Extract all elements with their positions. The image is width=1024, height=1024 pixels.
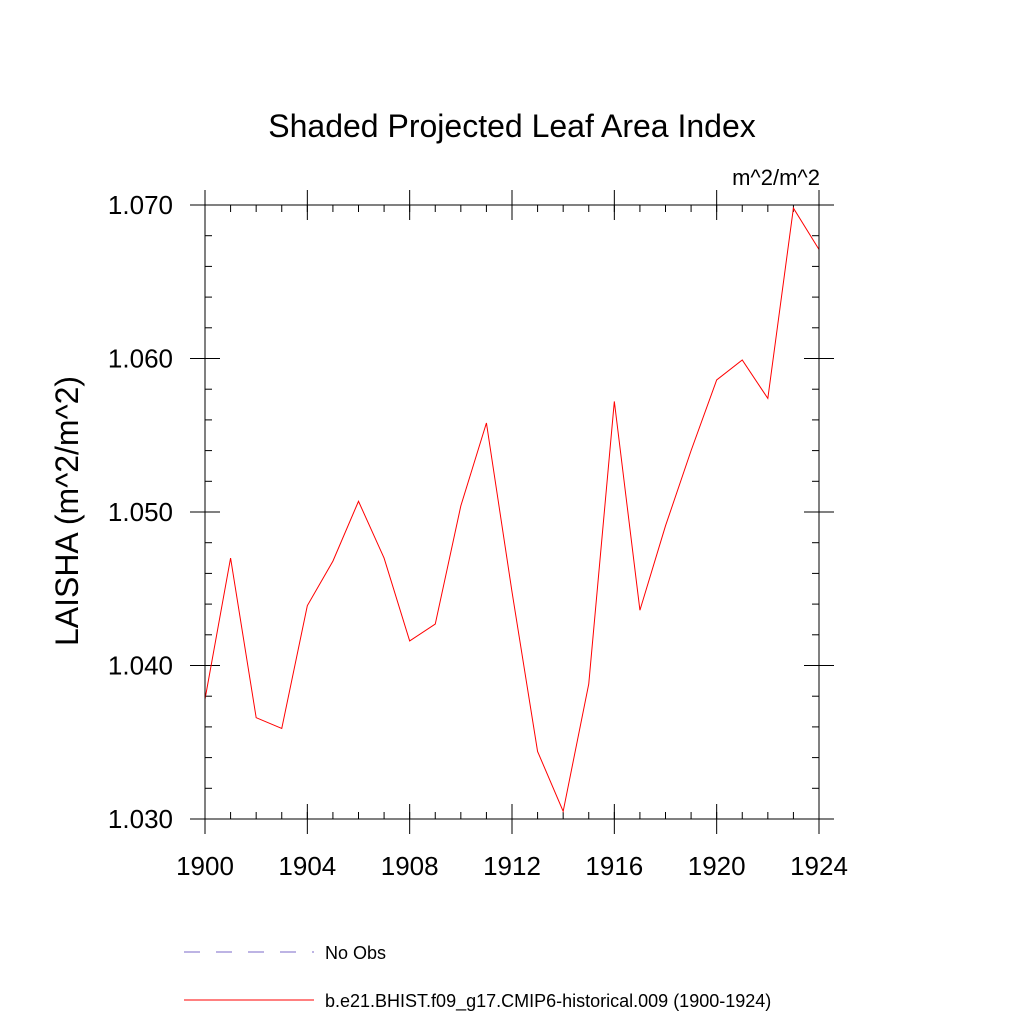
y-axis-label: LAISHA (m^2/m^2) xyxy=(49,376,85,646)
chart-title: Shaded Projected Leaf Area Index xyxy=(268,108,755,144)
y-tick-label: 1.060 xyxy=(108,344,173,374)
x-tick-labels: 1900 1904 1908 1912 1916 1920 1924 xyxy=(176,851,848,881)
x-tick-label: 1916 xyxy=(585,851,643,881)
x-tick-label: 1912 xyxy=(483,851,541,881)
legend: No Obs b.e21.BHIST.f09_g17.CMIP6-histori… xyxy=(184,943,771,1012)
minor-ticks xyxy=(204,204,820,820)
x-tick-label: 1904 xyxy=(278,851,336,881)
y-tick-labels: 1.030 1.040 1.050 1.060 1.070 xyxy=(108,190,173,834)
y-tick-label: 1.040 xyxy=(108,651,173,681)
y-tick-label: 1.030 xyxy=(108,804,173,834)
y-tick-label: 1.070 xyxy=(108,190,173,220)
x-tick-label: 1908 xyxy=(381,851,439,881)
units-label: m^2/m^2 xyxy=(732,165,820,190)
x-tick-label: 1920 xyxy=(688,851,746,881)
x-tick-label: 1924 xyxy=(790,851,848,881)
y-tick-label: 1.050 xyxy=(108,497,173,527)
x-tick-label: 1900 xyxy=(176,851,234,881)
plot-frame xyxy=(204,204,820,820)
legend-label-historical: b.e21.BHIST.f09_g17.CMIP6-historical.009… xyxy=(325,991,771,1012)
series-layer xyxy=(204,206,820,814)
major-ticks xyxy=(190,190,834,834)
legend-label-no-obs: No Obs xyxy=(325,943,386,963)
series-line-0 xyxy=(204,206,820,814)
